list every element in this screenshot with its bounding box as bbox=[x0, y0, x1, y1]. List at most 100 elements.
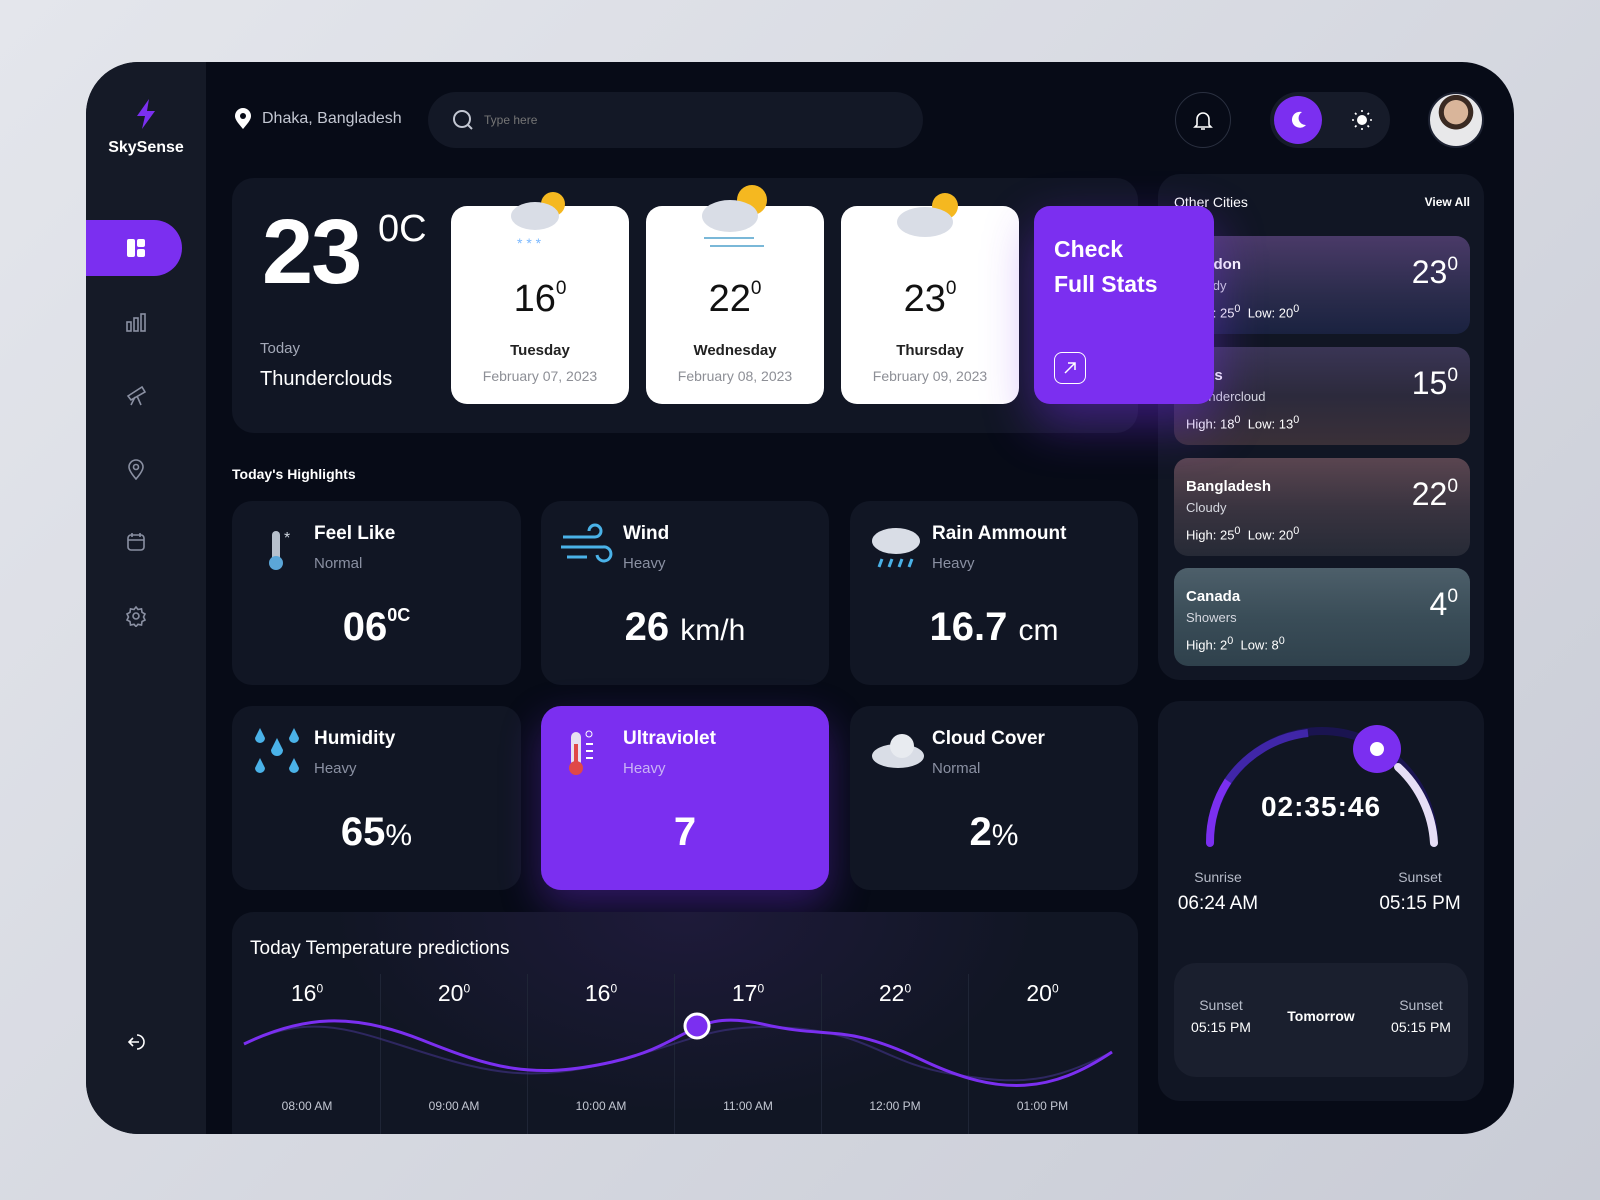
moon-icon bbox=[1291, 111, 1306, 128]
tomorrow-label: Tomorrow bbox=[1287, 1008, 1355, 1024]
calendar-icon bbox=[127, 533, 145, 551]
nav-calendar[interactable] bbox=[116, 522, 156, 562]
city-high-low: High: 250 Low: 200 bbox=[1186, 525, 1300, 543]
forecast-card[interactable]: 220 Wednesday February 08, 2023 bbox=[646, 185, 824, 404]
today-label: Today bbox=[260, 340, 301, 357]
prediction-column: 220 12:00 PM bbox=[822, 974, 969, 1134]
bell-icon bbox=[1193, 112, 1213, 130]
highlight-title: Humidity bbox=[314, 728, 396, 749]
city-high-low: High: 180 Low: 130 bbox=[1186, 414, 1300, 432]
highlights-title: Today's Highlights bbox=[232, 466, 356, 482]
highlight-subtitle: Heavy bbox=[314, 760, 357, 777]
location-display[interactable]: Dhaka, Bangladesh bbox=[234, 108, 402, 130]
logout-button[interactable] bbox=[116, 1022, 156, 1062]
tomorrow-right-label: Sunset bbox=[1399, 997, 1443, 1013]
dashboard-icon bbox=[127, 239, 145, 257]
bolt-icon bbox=[137, 99, 155, 129]
rain-cloud-icon bbox=[872, 528, 920, 568]
forecast-date: February 08, 2023 bbox=[677, 368, 793, 384]
highlight-value: 060C bbox=[342, 605, 411, 649]
other-cities-panel: Other Cities View All London Cloudy High… bbox=[1158, 174, 1484, 680]
view-all-link[interactable]: View All bbox=[1424, 195, 1470, 209]
sun-arc bbox=[1205, 725, 1438, 847]
sunrise-label: Sunrise bbox=[1194, 869, 1242, 885]
app-name: SkySense bbox=[108, 139, 184, 156]
avatar[interactable] bbox=[1428, 92, 1484, 148]
svg-text:* * *: * * * bbox=[517, 235, 542, 251]
city-temp: 220 bbox=[1411, 476, 1458, 512]
sidebar: SkySense bbox=[86, 62, 206, 1134]
nav-map[interactable] bbox=[116, 449, 156, 489]
city-name: Canada bbox=[1186, 588, 1241, 605]
forecast-date: February 09, 2023 bbox=[872, 368, 988, 384]
predictions-title: Today Temperature predictions bbox=[250, 938, 510, 959]
sun-icon bbox=[1370, 742, 1384, 756]
city-temp: 230 bbox=[1411, 254, 1458, 290]
svg-text:*: * bbox=[284, 530, 290, 547]
highlight-value: 16.7 cm bbox=[929, 605, 1059, 649]
dark-mode-button[interactable] bbox=[1274, 96, 1322, 144]
nav-dashboard[interactable] bbox=[116, 228, 156, 268]
bar-chart-icon bbox=[126, 313, 146, 332]
highlight-feel-like: * Feel Like Normal 060C bbox=[232, 501, 521, 685]
nav-telescope[interactable] bbox=[116, 375, 156, 415]
current-condition: Thunderclouds bbox=[260, 368, 393, 390]
city-name: Bangladesh bbox=[1186, 478, 1272, 495]
city-card[interactable]: Paris Thundercloud High: 180 Low: 130 15… bbox=[1174, 347, 1470, 445]
gear-icon bbox=[125, 605, 147, 627]
forecast-day: Thursday bbox=[896, 342, 964, 359]
highlight-title: Feel Like bbox=[314, 523, 396, 544]
logo: SkySense bbox=[86, 98, 206, 157]
notifications-button[interactable] bbox=[1175, 92, 1231, 148]
highlight-subtitle: Normal bbox=[932, 760, 981, 777]
app-window: SkySense Dhaka, Bangladesh bbox=[86, 62, 1514, 1134]
forecast-card[interactable]: 230 Thursday February 09, 2023 bbox=[841, 193, 1019, 404]
thermometer-hot-icon bbox=[569, 730, 593, 775]
forecast-date: February 07, 2023 bbox=[482, 368, 598, 384]
search-input[interactable] bbox=[428, 92, 923, 148]
highlight-cloud-cover: Cloud Cover Normal 2% bbox=[850, 706, 1138, 890]
water-drops-icon bbox=[255, 728, 299, 773]
highlight-value: 65% bbox=[340, 810, 413, 854]
search-field[interactable] bbox=[484, 113, 864, 127]
forecast-day: Tuesday bbox=[510, 342, 570, 359]
highlight-value: 7 bbox=[673, 810, 697, 854]
city-card[interactable]: Bangladesh Cloudy High: 250 Low: 200 220 bbox=[1174, 458, 1470, 556]
nav-statistics[interactable] bbox=[116, 302, 156, 342]
theme-toggle[interactable] bbox=[1270, 92, 1390, 148]
arrow-up-right-icon bbox=[1054, 352, 1086, 384]
current-temp: 23 bbox=[262, 201, 362, 303]
temperature-curve bbox=[243, 1012, 1113, 1087]
cloud-icon bbox=[872, 734, 924, 768]
wind-cloud-sun-icon bbox=[702, 185, 767, 247]
predictions-columns: 160 08:00 AM 200 09:00 AM 160 10:00 AM 170 1… bbox=[234, 974, 1136, 1134]
current-temp-unit: 0C bbox=[378, 208, 427, 250]
forecast-card[interactable]: * * * 160 Tuesday February 07, 2023 bbox=[451, 192, 629, 404]
location-text: Dhaka, Bangladesh bbox=[262, 110, 402, 127]
light-mode-button[interactable] bbox=[1338, 96, 1386, 144]
highlight-wind: Wind Heavy 26 km/h bbox=[541, 501, 829, 685]
wind-icon bbox=[561, 523, 613, 563]
check-full-stats-button[interactable]: Check Full Stats bbox=[1034, 206, 1214, 404]
countdown: 02:35:46 bbox=[1260, 791, 1382, 822]
city-card[interactable]: London Cloudy High: 250 Low: 200 230 bbox=[1174, 236, 1470, 334]
city-condition: Cloudy bbox=[1186, 500, 1227, 515]
snow-cloud-sun-icon: * * * bbox=[511, 192, 565, 251]
sun-cycle-panel: 02:35:46 Sunrise 06:24 AM Sunset 05:15 P… bbox=[1158, 701, 1484, 1101]
highlight-value: 26 km/h bbox=[624, 605, 746, 649]
forecast-temp: 220 bbox=[708, 278, 762, 320]
highlight-subtitle: Heavy bbox=[932, 555, 975, 572]
highlight-subtitle: Heavy bbox=[623, 555, 666, 572]
highlight-title: Wind bbox=[623, 523, 670, 544]
highlight-rain: Rain Ammount Heavy 16.7 cm bbox=[850, 501, 1138, 685]
nav-settings[interactable] bbox=[116, 596, 156, 636]
highlight-subtitle: Normal bbox=[314, 555, 363, 572]
thermometer-icon: * bbox=[269, 530, 290, 570]
city-high-low: High: 20 Low: 80 bbox=[1186, 635, 1285, 653]
temperature-predictions-panel: Today Temperature predictions 160 08:00 A… bbox=[232, 912, 1138, 1134]
prediction-column: 200 09:00 AM bbox=[381, 974, 528, 1134]
city-card[interactable]: Canada Showers High: 20 Low: 80 40 bbox=[1174, 568, 1470, 666]
forecast-temp: 160 bbox=[513, 278, 567, 320]
highlight-title: Cloud Cover bbox=[932, 728, 1045, 749]
current-time-marker[interactable] bbox=[683, 1012, 711, 1040]
